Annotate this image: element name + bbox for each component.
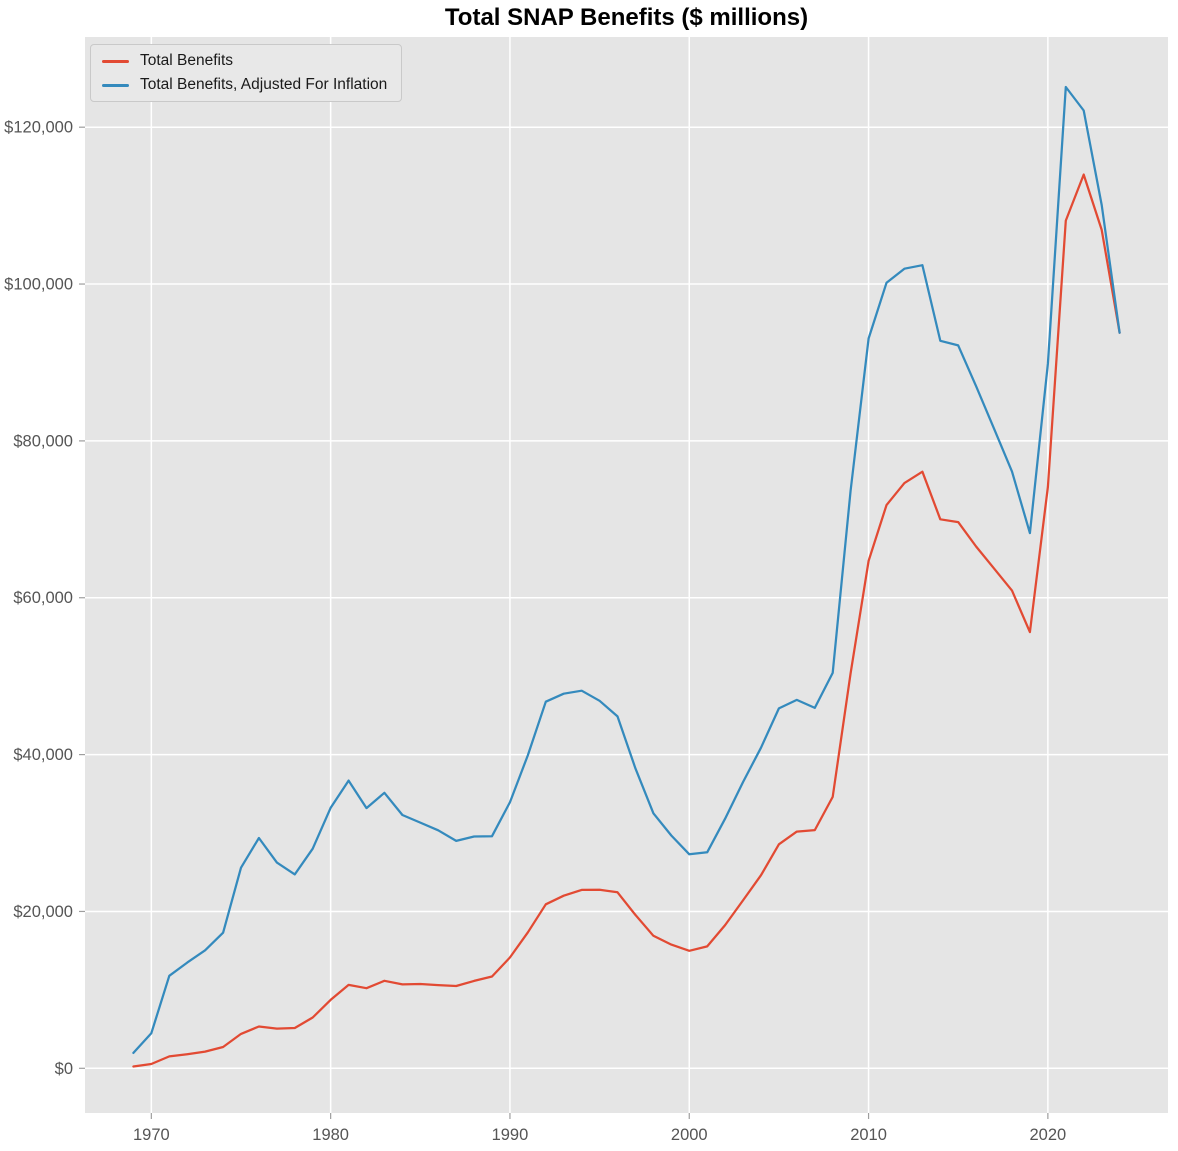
y-tick-label: $40,000 xyxy=(13,746,73,764)
y-tick-label: $80,000 xyxy=(13,432,73,450)
legend-label: Total Benefits xyxy=(140,52,234,69)
chart-title: Total SNAP Benefits ($ millions) xyxy=(444,4,809,31)
legend-swatch xyxy=(102,59,129,63)
line-total-benefits-adjusted xyxy=(132,85,1121,1055)
x-tick-label: 1980 xyxy=(312,1126,349,1144)
y-tick-label: $0 xyxy=(55,1060,73,1078)
y-tick-label: $60,000 xyxy=(13,589,73,607)
y-tick-label: $100,000 xyxy=(4,276,73,294)
y-tick-label: $120,000 xyxy=(4,119,73,137)
legend-item-adjusted-for-inflation: Total Benefits, Adjusted For Inflation xyxy=(102,76,388,93)
y-tick-label: $20,000 xyxy=(13,903,73,921)
x-tick-label: 2010 xyxy=(850,1126,887,1144)
plot-area xyxy=(85,37,1168,1113)
x-tick-label: 2000 xyxy=(671,1126,708,1144)
x-tick-label: 2020 xyxy=(1030,1126,1067,1144)
x-tick-label: 1970 xyxy=(133,1126,170,1144)
legend-swatch xyxy=(102,83,129,87)
legend-label: Total Benefits, Adjusted For Inflation xyxy=(140,76,388,93)
line-total-benefits xyxy=(132,173,1121,1068)
chart-legend: Total Benefits Total Benefits, Adjusted … xyxy=(90,44,403,102)
legend-item-total-benefits: Total Benefits xyxy=(102,52,387,69)
x-tick-label: 1990 xyxy=(492,1126,529,1144)
